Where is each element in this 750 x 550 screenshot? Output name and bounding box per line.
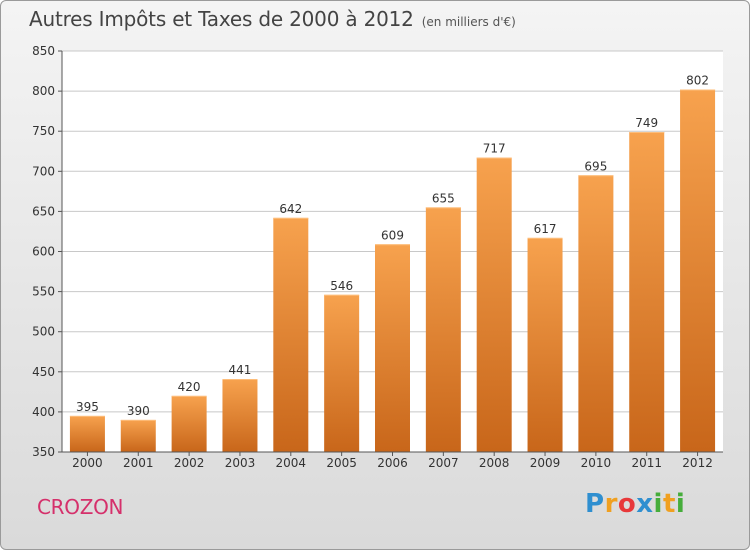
bar-value-label: 390 bbox=[127, 404, 150, 418]
y-tick-label: 600 bbox=[32, 245, 55, 259]
bar-value-label: 617 bbox=[534, 222, 557, 236]
logo-letter: t bbox=[662, 489, 676, 519]
logo-letter: r bbox=[604, 489, 618, 519]
bar bbox=[171, 395, 207, 452]
bar bbox=[222, 379, 258, 452]
y-tick-label: 800 bbox=[32, 84, 55, 98]
y-tick-label: 400 bbox=[32, 405, 55, 419]
y-tick-label: 500 bbox=[32, 325, 55, 339]
logo-letter: P bbox=[585, 489, 605, 519]
x-tick-label: 2012 bbox=[682, 456, 713, 470]
y-tick-label: 700 bbox=[32, 164, 55, 178]
proxiti-logo: Proxiti bbox=[585, 489, 685, 519]
x-tick-label: 2003 bbox=[225, 456, 256, 470]
bar bbox=[425, 207, 461, 452]
x-tick-label: 2006 bbox=[377, 456, 408, 470]
commune-name: CROZON bbox=[37, 495, 124, 519]
x-tick-label: 2011 bbox=[631, 456, 662, 470]
bar-value-label: 655 bbox=[432, 191, 455, 205]
bar-value-label: 695 bbox=[584, 159, 607, 173]
bar bbox=[629, 132, 665, 452]
logo-letter: o bbox=[617, 489, 637, 519]
bar-value-label: 717 bbox=[483, 142, 506, 156]
x-tick-label: 2001 bbox=[123, 456, 154, 470]
x-tick-label: 2007 bbox=[428, 456, 459, 470]
logo-letter: i bbox=[653, 489, 663, 519]
y-tick-label: 750 bbox=[32, 124, 55, 138]
x-tick-label: 2009 bbox=[530, 456, 561, 470]
chart-title-line: Autres Impôts et Taxes de 2000 à 2012 (en… bbox=[29, 7, 516, 31]
bar bbox=[578, 175, 614, 452]
chart-title: Autres Impôts et Taxes de 2000 à 2012 bbox=[29, 7, 414, 31]
y-tick-label: 450 bbox=[32, 365, 55, 379]
x-tick-label: 2002 bbox=[174, 456, 205, 470]
bar bbox=[324, 294, 360, 452]
bar-value-label: 441 bbox=[229, 363, 252, 377]
x-tick-label: 2000 bbox=[72, 456, 103, 470]
y-tick-label: 650 bbox=[32, 204, 55, 218]
chart-subtitle: (en milliers d'€) bbox=[421, 15, 516, 29]
y-tick-label: 550 bbox=[32, 285, 55, 299]
x-tick-label: 2005 bbox=[326, 456, 357, 470]
bar-value-label: 749 bbox=[635, 116, 658, 130]
bar bbox=[680, 89, 716, 452]
bar-value-label: 395 bbox=[76, 400, 99, 414]
bar-value-label: 546 bbox=[330, 279, 353, 293]
y-tick-label: 850 bbox=[32, 44, 55, 58]
bar bbox=[476, 157, 512, 452]
x-tick-label: 2010 bbox=[581, 456, 612, 470]
bar bbox=[527, 237, 563, 452]
x-tick-label: 2008 bbox=[479, 456, 510, 470]
bar bbox=[69, 415, 105, 452]
logo-letter: i bbox=[675, 489, 686, 519]
bar bbox=[120, 419, 156, 452]
logo-letter: x bbox=[636, 489, 654, 519]
bar bbox=[273, 217, 309, 452]
bar-value-label: 420 bbox=[178, 380, 201, 394]
bar-value-label: 609 bbox=[381, 228, 404, 242]
x-tick-label: 2004 bbox=[276, 456, 307, 470]
bar-value-label: 802 bbox=[686, 73, 709, 87]
bar-value-label: 642 bbox=[279, 202, 302, 216]
y-tick-label: 350 bbox=[32, 445, 55, 459]
bar bbox=[375, 244, 410, 452]
